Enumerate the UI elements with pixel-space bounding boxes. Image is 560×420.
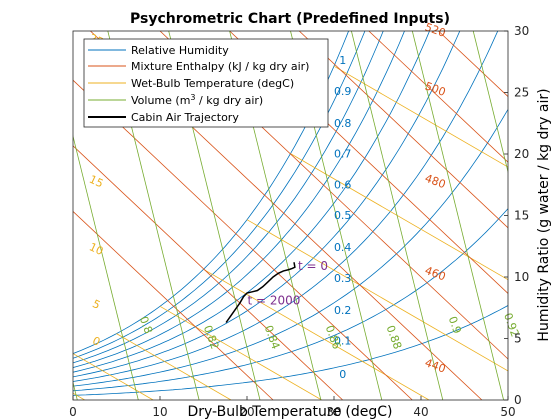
y-tick-label: 25 [514,86,529,100]
y-axis-label: Humidity Ratio (g water / kg dry air) [536,88,552,341]
volume-label: 0.9 [446,315,464,336]
cabin-air-trajectory [225,262,296,323]
legend: Relative Humidity Mixture Enthalpy (kJ /… [83,38,329,128]
y-axis: 0 5 10 15 20 25 30 [504,24,529,407]
volume-line [411,31,504,400]
rh-curve-0.9 [73,31,366,359]
wetbulb-line-30 [333,65,508,168]
enthalpy-line [73,210,274,400]
x-axis-label: Dry-Bulb Temperature (degC) [187,404,392,420]
plot-area [73,31,508,400]
legend-entry-enthalpy: Mixture Enthalpy (kJ / kg dry air) [131,60,309,73]
rh-curve-0.8 [73,31,384,364]
legend-entry-rh: Relative Humidity [131,44,229,57]
y-tick-label: 10 [514,270,529,284]
x-axis: 0 10 20 30 40 50 [69,396,516,419]
rh-curve-0.3 [73,109,508,387]
chart-title: Psychrometric Chart (Predefined Inputs) [130,11,450,27]
wetbulb-line-15 [203,268,430,400]
volume-line [472,31,508,174]
trajectory-annotation: t = 2000 [248,294,301,308]
volume-line [351,31,444,400]
wetbulb-line--5 [73,392,85,400]
volume-line [73,134,139,400]
wetbulb-line-25 [290,153,508,281]
x-tick-label: 0 [69,405,77,419]
x-tick-label: 30 [326,405,341,419]
rh-label: 0.3 [334,272,352,285]
wetbulb-label: 10 [87,240,105,258]
rh-label: 0.7 [334,148,352,161]
y-tick-label: 15 [514,209,529,223]
enthalpy-line [438,31,508,98]
rh-label: 0.9 [334,85,352,98]
rh-label: 0.1 [334,335,352,348]
trajectory-annotation: t = 0 [298,259,328,273]
rh-curve-0.1 [73,305,508,396]
rh-curve-0.2 [73,208,508,392]
y-tick-label: 20 [514,147,529,161]
rh-label: 0 [339,368,346,381]
y-tick-label: 5 [514,332,522,346]
rh-curve-0.4 [73,31,499,382]
wetbulb-label: 15 [87,173,105,191]
x-tick-label: 10 [152,405,167,419]
y-tick-label: 30 [514,24,529,38]
wetbulb-line-5 [116,333,232,400]
rh-curve-0.7 [73,31,405,368]
wetbulb-label: 5 [90,297,102,312]
enthalpy-line [73,145,343,400]
enthalpy-line [298,31,508,229]
enthalpy-line [368,31,508,163]
y-tick-label: 0 [514,393,522,407]
rh-label: 0.4 [334,241,352,254]
wetbulb-line-0 [73,353,154,400]
rh-label: 1 [339,54,346,67]
x-tick-label: 40 [413,405,428,419]
legend-entry-volume: Volume (m3 / kg dry air) [131,93,263,107]
legend-entry-wetbulb: Wet-Bulb Temperature (degC) [131,77,294,90]
rh-label: 0.2 [334,304,352,317]
rh-label: 0.6 [334,178,352,191]
rh-label: 0.8 [334,117,352,130]
x-tick-label: 20 [239,405,254,419]
wetbulb-line-20 [246,219,508,372]
rh-label: 0.5 [334,209,352,222]
legend-entry-trajectory: Cabin Air Trajectory [131,111,239,124]
wetbulb-line-10 [159,305,322,400]
volume-label: 0.8 [137,315,155,336]
x-tick-label: 50 [500,405,515,419]
wetbulb-label: 0 [90,334,102,349]
